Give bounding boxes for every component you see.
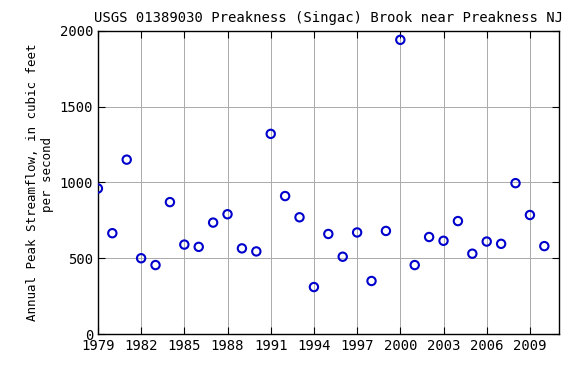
Point — [252, 248, 261, 255]
Point — [511, 180, 520, 186]
Point — [237, 245, 247, 252]
Point — [165, 199, 175, 205]
Title: USGS 01389030 Preakness (Singac) Brook near Preakness NJ: USGS 01389030 Preakness (Singac) Brook n… — [94, 12, 563, 25]
Point — [295, 214, 304, 220]
Point — [137, 255, 146, 261]
Point — [338, 254, 347, 260]
Point — [309, 284, 319, 290]
Point — [180, 242, 189, 248]
Point — [151, 262, 160, 268]
Point — [266, 131, 275, 137]
Point — [381, 228, 391, 234]
Point — [209, 220, 218, 226]
Point — [540, 243, 549, 249]
Point — [497, 241, 506, 247]
Point — [223, 211, 232, 217]
Point — [108, 230, 117, 236]
Y-axis label: Annual Peak Streamflow, in cubic feet
  per second: Annual Peak Streamflow, in cubic feet pe… — [26, 44, 54, 321]
Point — [396, 37, 405, 43]
Point — [525, 212, 535, 218]
Point — [122, 157, 131, 163]
Point — [353, 229, 362, 235]
Point — [425, 234, 434, 240]
Point — [324, 231, 333, 237]
Point — [281, 193, 290, 199]
Point — [410, 262, 419, 268]
Point — [468, 251, 477, 257]
Point — [367, 278, 376, 284]
Point — [482, 238, 491, 245]
Point — [439, 238, 448, 244]
Point — [194, 244, 203, 250]
Point — [453, 218, 463, 224]
Point — [93, 185, 103, 192]
